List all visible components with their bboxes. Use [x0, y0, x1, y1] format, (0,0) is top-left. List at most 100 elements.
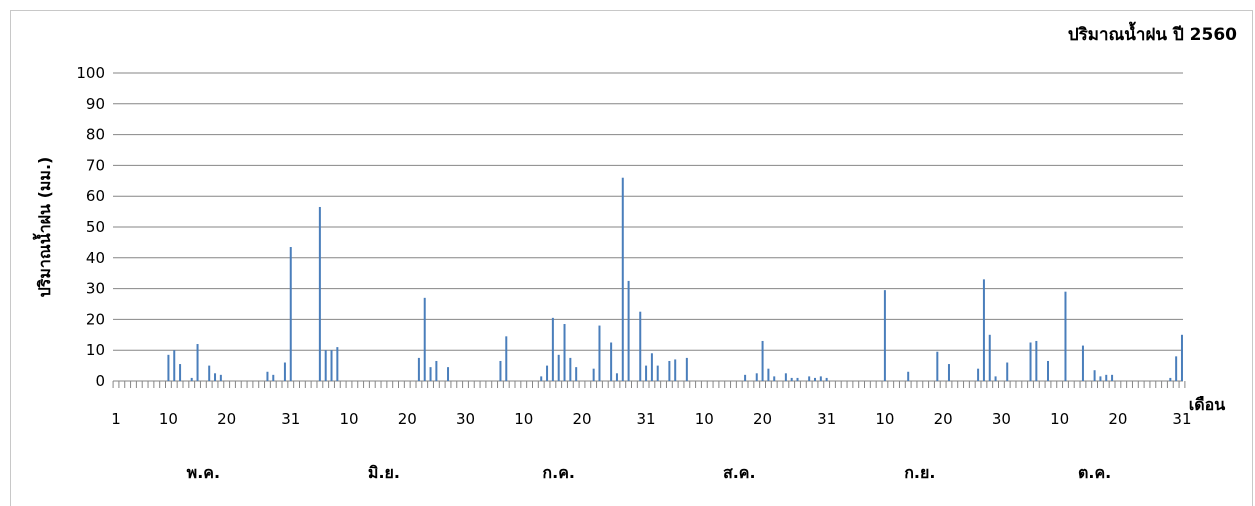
rainfall-bar — [610, 342, 613, 381]
x-tick-label: 10 — [159, 410, 178, 428]
month-labels: พ.ค. มิ.ย. ก.ค. ส.ค. ก.ย. ต.ค. — [187, 463, 1112, 482]
rainfall-bar — [324, 350, 327, 381]
rainfall-bar — [947, 364, 950, 381]
x-tick-label: 31 — [1172, 410, 1191, 428]
rainfall-bar — [1111, 374, 1114, 381]
rainfall-bar — [429, 367, 432, 381]
rainfall-bar — [773, 376, 776, 381]
rainfall-bar — [272, 374, 275, 381]
rainfall-bar — [190, 377, 193, 381]
x-tick-label: 1 — [111, 410, 121, 428]
x-tick-label: 10 — [514, 410, 533, 428]
y-tick-label: 100 — [76, 64, 105, 82]
rainfall-bar — [575, 367, 578, 381]
y-tick-label: 10 — [86, 341, 105, 359]
rainfall-bar — [808, 376, 811, 381]
rainfall-bar — [505, 336, 508, 381]
rainfall-bar — [318, 206, 321, 381]
rainfall-bar — [196, 344, 199, 381]
x-tick-label: 20 — [217, 410, 236, 428]
rainfall-bar — [645, 365, 648, 381]
y-tick-label: 90 — [86, 95, 105, 113]
rainfall-bar — [173, 350, 176, 381]
rainfall-bar — [982, 279, 985, 381]
x-tick-label: 10 — [875, 410, 894, 428]
rainfall-bar — [563, 324, 566, 381]
x-axis — [112, 380, 1186, 388]
y-tick-label: 0 — [95, 372, 105, 390]
rainfall-bar — [814, 377, 816, 381]
rainfall-bar — [1175, 356, 1178, 381]
month-label: ก.ค. — [542, 463, 575, 482]
x-tick-label: 20 — [753, 410, 772, 428]
rainfall-bar — [1029, 342, 1032, 381]
y-tick-label: 70 — [86, 156, 105, 174]
month-label: ต.ค. — [1078, 463, 1111, 482]
y-tick-labels: 0 10 20 30 40 50 60 70 80 90 100 — [76, 64, 105, 390]
y-tick-label: 30 — [86, 280, 105, 298]
rainfall-bar — [744, 374, 747, 381]
x-tick-label: 10 — [1050, 410, 1069, 428]
rainfall-bar — [796, 377, 799, 381]
rainfall-bar — [546, 365, 549, 381]
rainfall-bar — [208, 365, 211, 381]
gridlines — [113, 72, 1183, 351]
rainfall-bar — [266, 371, 269, 381]
rainfall-bar — [790, 377, 793, 381]
rainfall-bar — [767, 368, 770, 381]
rainfall-bar — [627, 280, 630, 381]
x-axis-label: เดือน — [1189, 395, 1225, 414]
rainfall-bar — [685, 357, 688, 381]
x-tick-label: 10 — [339, 410, 358, 428]
month-label: มิ.ย. — [368, 463, 400, 482]
rainfall-bar — [1105, 374, 1108, 381]
rainfall-bar — [336, 347, 339, 381]
y-tick-label: 50 — [86, 218, 105, 236]
rainfall-bar — [540, 376, 543, 381]
rainfall-bar — [668, 360, 671, 381]
rainfall-bar — [977, 368, 980, 381]
y-tick-label: 60 — [86, 187, 105, 205]
rainfall-bar — [557, 354, 560, 381]
rainfall-bar — [592, 368, 595, 381]
month-label: ส.ค. — [723, 463, 756, 482]
x-tick-labels: 1 10 20 31 10 20 30 10 20 31 10 20 31 10 20 30 10 20 31 — [111, 410, 1191, 428]
y-tick-label: 20 — [86, 310, 105, 328]
rainfall-bar — [615, 373, 618, 381]
rainfall-bar — [621, 177, 624, 381]
rainfall-bar — [656, 365, 659, 381]
rainfall-bar — [435, 360, 438, 381]
chart-title: ปริมาณน้ำฝน ปี 2560 — [1068, 21, 1237, 45]
rainfall-bar — [214, 373, 217, 381]
rainfall-bar — [1035, 340, 1038, 381]
rainfall-bar — [330, 350, 333, 381]
rainfall-bar — [423, 297, 426, 381]
y-axis-label: ปริมาณน้ำฝน (มม.) — [32, 157, 54, 298]
rainfall-bar — [219, 374, 222, 381]
rainfall-bar — [1081, 345, 1084, 381]
rainfall-bar — [883, 290, 886, 381]
rainfall-bar — [674, 359, 677, 381]
rainfall-bar — [1064, 291, 1067, 381]
x-tick-label: 20 — [1108, 410, 1127, 428]
rainfall-bar — [1047, 360, 1049, 381]
chart-frame — [10, 10, 1253, 506]
rainfall-bar — [936, 351, 939, 381]
rainfall-bar — [784, 373, 787, 381]
rainfall-bar — [761, 340, 764, 381]
rainfall-bar — [179, 364, 182, 381]
rainfall-bar — [639, 311, 642, 381]
rainfall-bar — [569, 357, 572, 381]
rainfall-bar — [1180, 334, 1183, 381]
rainfall-bar — [1099, 376, 1102, 381]
rainfall-bar — [1169, 377, 1172, 381]
x-tick-label: 10 — [695, 410, 714, 428]
rainfall-bar — [755, 373, 758, 381]
y-tick-label: 40 — [86, 249, 105, 267]
rainfall-bars — [167, 177, 1183, 381]
x-tick-label: 31 — [281, 410, 300, 428]
month-label: ก.ย. — [904, 463, 935, 482]
x-tick-label: 30 — [456, 410, 475, 428]
rainfall-bar — [650, 353, 653, 381]
